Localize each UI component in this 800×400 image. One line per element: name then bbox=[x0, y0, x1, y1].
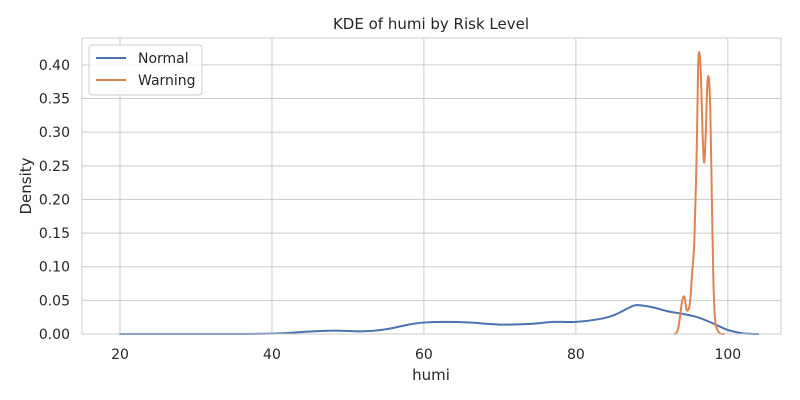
plot-frame bbox=[81, 37, 782, 335]
series-line-normal bbox=[118, 304, 760, 336]
legend-label-warning: Warning bbox=[138, 73, 196, 89]
y-tick-label: 0.00 bbox=[39, 327, 70, 343]
x-tick-labels: 20 40 60 80 100 bbox=[111, 347, 741, 363]
x-axis-title: humi bbox=[412, 366, 450, 384]
y-tick-label: 0.05 bbox=[39, 293, 70, 309]
y-tick-label: 0.35 bbox=[39, 92, 70, 108]
grid bbox=[82, 38, 781, 335]
x-tick-label: 40 bbox=[263, 347, 281, 363]
x-tick-label: 80 bbox=[567, 347, 585, 363]
legend: Normal Warning bbox=[88, 44, 203, 96]
y-axis-title: Density bbox=[17, 157, 35, 214]
x-tick-label: 60 bbox=[415, 347, 433, 363]
series-layer bbox=[118, 51, 760, 336]
y-tick-label: 0.15 bbox=[39, 226, 70, 242]
y-tick-label: 0.20 bbox=[39, 192, 70, 208]
y-tick-label: 0.40 bbox=[39, 58, 70, 74]
series-line-warning bbox=[673, 51, 726, 335]
y-tick-label: 0.30 bbox=[39, 125, 70, 141]
y-tick-label: 0.10 bbox=[39, 260, 70, 276]
y-tick-labels: 0.00 0.05 0.10 0.15 0.20 0.25 0.30 0.35 0.40 bbox=[39, 58, 70, 343]
x-tick-label: 20 bbox=[111, 347, 129, 363]
y-tick-label: 0.25 bbox=[39, 159, 70, 175]
x-tick-label: 100 bbox=[714, 347, 741, 363]
chart-title: KDE of humi by Risk Level bbox=[333, 15, 529, 33]
legend-label-normal: Normal bbox=[138, 51, 189, 67]
